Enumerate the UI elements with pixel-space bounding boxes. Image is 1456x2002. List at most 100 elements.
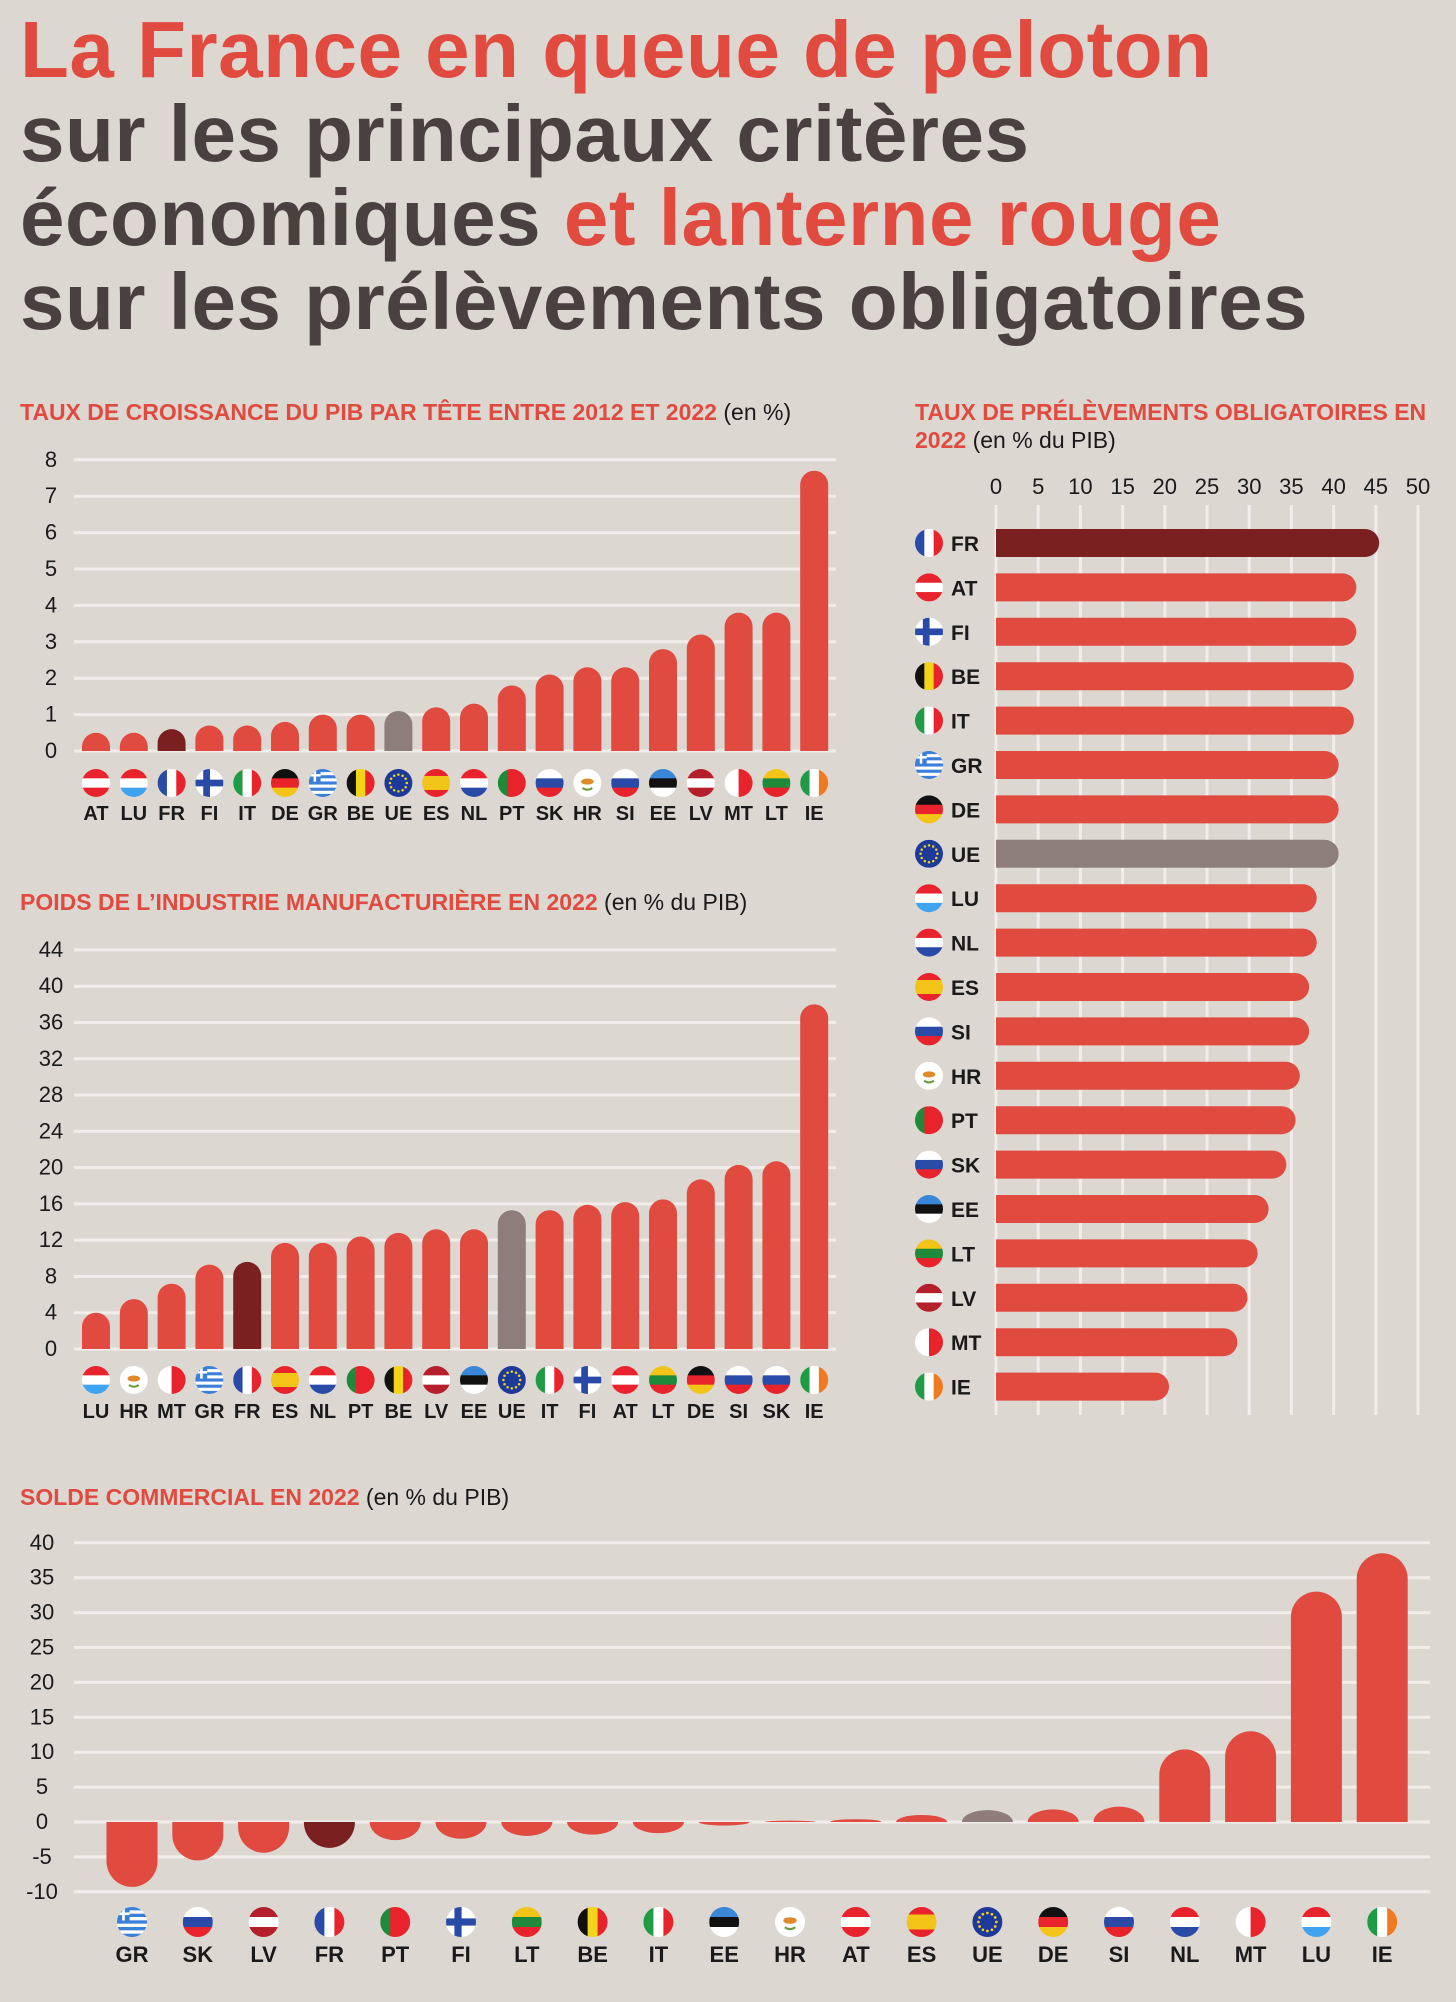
flag-pt-icon bbox=[346, 1366, 375, 1394]
bar-be bbox=[346, 714, 375, 751]
flag-stripe bbox=[915, 1328, 930, 1357]
bar-gr bbox=[195, 1264, 224, 1349]
bar-lt bbox=[996, 1239, 1258, 1268]
flag-stripe bbox=[1038, 1917, 1069, 1928]
flag-stripe bbox=[915, 763, 943, 768]
category-label: GR bbox=[951, 755, 983, 778]
flag-stripe bbox=[195, 1381, 224, 1386]
flag-star bbox=[990, 1912, 994, 1916]
y-tick-label: 0 bbox=[45, 1336, 57, 1361]
flag-stripe bbox=[422, 783, 451, 791]
flag-stripe bbox=[686, 1375, 715, 1386]
flag-stripe bbox=[915, 902, 943, 913]
flag-fill bbox=[915, 884, 943, 913]
y-tick-label: 0 bbox=[45, 738, 57, 763]
x-tick-label: 15 bbox=[1110, 474, 1134, 499]
y-tick-label: 15 bbox=[30, 1704, 54, 1729]
category-label: SK bbox=[763, 1401, 791, 1423]
bar-ue bbox=[996, 839, 1339, 868]
y-tick-label: 4 bbox=[45, 592, 57, 617]
category-label: ES bbox=[907, 1942, 936, 1967]
flag-stripe bbox=[119, 769, 148, 779]
flag-lv-icon bbox=[422, 1366, 451, 1394]
flag-stripe bbox=[686, 769, 715, 779]
flag-fill bbox=[117, 1907, 147, 1937]
flag-fr-icon bbox=[233, 1366, 262, 1394]
flag-fill bbox=[271, 1366, 299, 1394]
category-label: AT bbox=[951, 577, 978, 600]
y-tick-label: 6 bbox=[45, 520, 57, 545]
category-label: LV bbox=[250, 1942, 277, 1967]
flag-stripe bbox=[924, 1106, 935, 1135]
bar-lt bbox=[649, 1199, 677, 1349]
flag-stripe bbox=[840, 1927, 871, 1937]
flag-stripe bbox=[271, 787, 299, 797]
bar-mt bbox=[724, 612, 753, 751]
bar-es bbox=[896, 1815, 948, 1822]
flag-fill bbox=[915, 529, 943, 557]
bar-sk bbox=[535, 674, 564, 751]
flag-stripe bbox=[915, 1293, 943, 1303]
flag-sk-icon bbox=[915, 1150, 943, 1179]
bar-fr bbox=[233, 1261, 262, 1349]
flag-fill bbox=[915, 1061, 943, 1090]
flag-cross bbox=[581, 1366, 588, 1394]
flag-stripe bbox=[762, 1384, 791, 1394]
flag-fi-icon bbox=[573, 1366, 602, 1394]
category-label: UE bbox=[951, 844, 980, 867]
bar-hr bbox=[573, 667, 602, 751]
flag-stripe bbox=[535, 769, 564, 779]
chart-title-text: SOLDE COMMERCIAL EN 2022 bbox=[20, 1484, 360, 1510]
flag-stripe bbox=[308, 790, 337, 795]
flag-stripe bbox=[314, 1907, 325, 1937]
flag-stripe bbox=[308, 1384, 337, 1394]
y-tick-label: 3 bbox=[45, 629, 57, 654]
category-label: LT bbox=[514, 1942, 540, 1967]
flag-stripe bbox=[365, 769, 375, 797]
flag-fill bbox=[686, 769, 715, 797]
flag-star bbox=[514, 1371, 518, 1374]
flag-fill bbox=[915, 573, 943, 602]
flag-stripe bbox=[422, 790, 451, 797]
flag-gr-icon bbox=[308, 769, 337, 797]
category-label: EE bbox=[951, 1199, 979, 1222]
flag-stripe bbox=[686, 1366, 715, 1376]
bar-sk bbox=[762, 1161, 791, 1349]
flag-fill bbox=[384, 1366, 413, 1394]
flag-stripe bbox=[390, 1907, 401, 1937]
flag-stripe bbox=[544, 1366, 555, 1394]
chart-title-text: POIDS DE L’INDUSTRIE MANUFACTURIÈRE EN 2… bbox=[20, 889, 598, 915]
flag-cross bbox=[313, 769, 317, 782]
headline-line-4: sur les prélèvements obligatoires bbox=[20, 260, 1308, 344]
flag-lt-icon bbox=[762, 769, 791, 797]
flag-stripe bbox=[762, 787, 791, 797]
flag-stripe bbox=[663, 1907, 674, 1937]
flag-fill bbox=[611, 769, 640, 797]
flag-stripe bbox=[535, 787, 564, 797]
y-tick-label: 8 bbox=[45, 1263, 57, 1288]
bar-pt bbox=[497, 685, 526, 751]
category-label: PT bbox=[381, 1942, 410, 1967]
flag-stripe bbox=[933, 1372, 943, 1401]
y-tick-label: 40 bbox=[39, 973, 63, 998]
flag-gr-icon bbox=[915, 751, 943, 779]
flag-star bbox=[931, 845, 935, 848]
flag-stripe bbox=[308, 772, 337, 776]
x-tick-label: 50 bbox=[1406, 474, 1430, 499]
bar-es bbox=[271, 1242, 299, 1349]
flag-lu-icon bbox=[119, 769, 148, 797]
flag-star bbox=[397, 790, 400, 793]
flag-de-icon bbox=[271, 769, 299, 797]
flag-stripe bbox=[535, 778, 564, 789]
flag-stripe bbox=[82, 1384, 110, 1394]
headline-dark-text: sur les principaux critères bbox=[20, 89, 1030, 178]
flag-fill bbox=[762, 769, 791, 797]
flag-nl-icon bbox=[308, 1366, 337, 1394]
bar-at bbox=[611, 1202, 640, 1349]
flag-stripe bbox=[924, 529, 935, 557]
flag-fill bbox=[840, 1907, 871, 1937]
flag-stripe bbox=[800, 1366, 811, 1394]
x-tick-label: 0 bbox=[990, 474, 1002, 499]
category-label: HR bbox=[951, 1066, 981, 1089]
category-label: IE bbox=[1372, 1942, 1393, 1967]
